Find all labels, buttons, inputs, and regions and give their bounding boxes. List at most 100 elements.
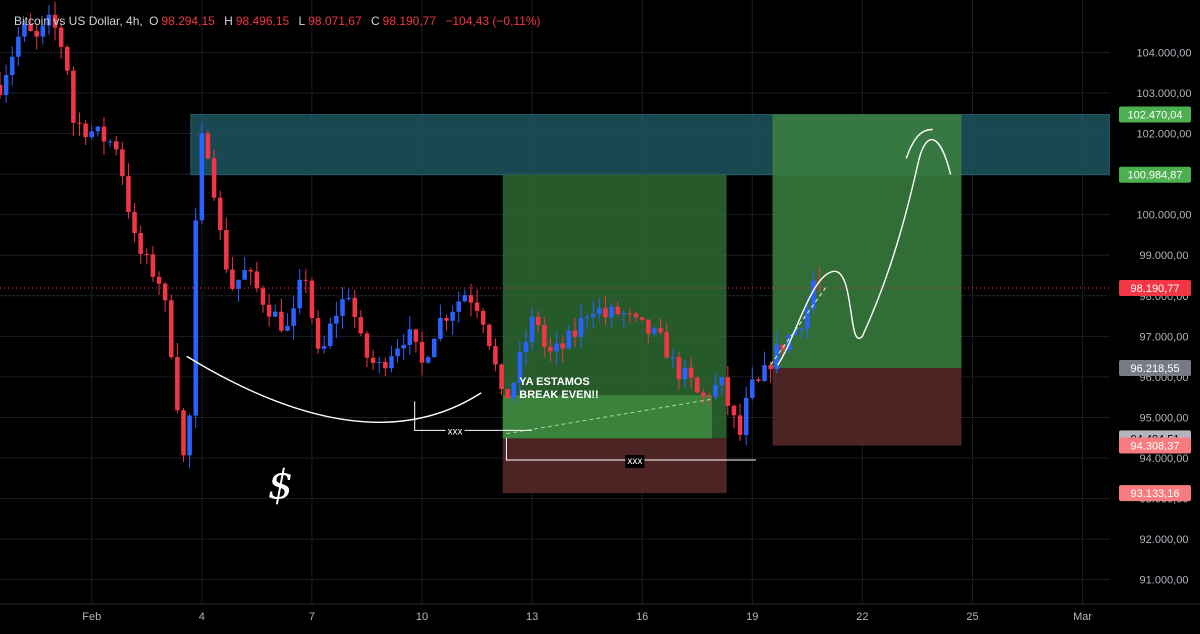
x-tick-label: 13 [526, 611, 538, 623]
time-axis: Feb 4 7 10 13 16 19 22 25 Mar [0, 603, 1200, 623]
x-tick-label: 19 [746, 611, 758, 623]
candle-body [811, 280, 816, 309]
candle-body [199, 133, 205, 221]
candle-body [688, 367, 694, 378]
symbol-title[interactable]: Bitcoin vs US Dollar, 4h, [14, 14, 143, 28]
candle-body [505, 388, 510, 399]
candle-body [144, 253, 150, 255]
candle-body [682, 367, 688, 380]
candle-body [254, 271, 260, 289]
candle-body [328, 323, 333, 347]
candle-body [40, 25, 46, 37]
candle-body [168, 300, 174, 358]
y-tick-label: 94.000,00 [1140, 453, 1189, 465]
candle-body [713, 385, 718, 397]
candle-body [670, 357, 676, 359]
candle-body [346, 297, 351, 300]
candle-body [578, 317, 584, 337]
x-tick-label: 25 [966, 611, 978, 623]
candle-body [401, 344, 406, 349]
candle-body [156, 276, 162, 284]
candle-body [566, 330, 572, 349]
candle-body [456, 301, 461, 312]
xxx-label-bg [625, 455, 645, 469]
price-tag-label: 94.308,37 [1131, 440, 1180, 452]
candle-body [138, 232, 143, 254]
candle-body [193, 220, 198, 416]
candle-body [419, 341, 425, 363]
candle-body [805, 308, 810, 329]
candle-body [548, 346, 553, 352]
candle-body [3, 74, 9, 96]
candle-body [425, 357, 431, 363]
candle-body [303, 279, 309, 281]
candle-body [126, 176, 131, 212]
y-tick-label: 91.000,00 [1140, 575, 1189, 587]
candle-body [211, 158, 217, 198]
candle-body [162, 283, 168, 301]
candle-body [444, 317, 449, 321]
open-value: 98.294,15 [161, 14, 215, 28]
x-tick-label: 10 [416, 611, 428, 623]
candle-body [65, 46, 70, 71]
candle-body [16, 36, 21, 57]
x-tick-label: 22 [856, 611, 868, 623]
candle-body [701, 392, 706, 397]
candle-body [52, 14, 58, 28]
candle-body [584, 316, 590, 318]
change-value: −104,43 (−0,11%) [445, 14, 541, 28]
low-label: L [298, 14, 306, 28]
candle-body [101, 126, 107, 142]
candle-body [535, 316, 541, 325]
candle-body [462, 295, 468, 302]
candle-body [627, 313, 633, 315]
y-tick-label: 102.000,00 [1136, 129, 1191, 141]
candle-body [652, 328, 657, 334]
candle-body [707, 396, 712, 398]
candle-body [309, 280, 315, 319]
candle-body [248, 270, 254, 272]
candle-body [572, 330, 578, 337]
open-label: O [149, 14, 159, 28]
candle-body [272, 311, 278, 317]
candle-body [523, 342, 529, 353]
y-tick-label: 99.000,00 [1140, 250, 1189, 262]
candle-body [120, 149, 125, 177]
price-tag-label: 96.218,55 [1131, 363, 1180, 375]
candle-body [615, 306, 620, 315]
candle-body [529, 316, 535, 343]
candle-body [511, 382, 517, 399]
price-tag-bg [1119, 280, 1191, 297]
candle-body [285, 325, 290, 331]
candle-body [83, 123, 88, 138]
x-tick-label: 16 [636, 611, 648, 623]
candle-body [9, 56, 15, 75]
high-label: H [224, 14, 233, 28]
close-value: 98.190,77 [382, 14, 437, 28]
candle-body [181, 410, 186, 456]
projection-tip [905, 128, 933, 159]
candle-body [694, 377, 700, 393]
x-tick-label: 7 [309, 611, 315, 623]
candle-body [175, 357, 180, 411]
candle-body [77, 122, 82, 124]
candle-body [517, 352, 523, 383]
candle-body [364, 333, 370, 358]
candle-body [266, 304, 272, 317]
candle-body [743, 397, 749, 436]
zone-long1-loss [502, 438, 727, 494]
candle-body [150, 254, 156, 277]
candle-body [664, 332, 669, 358]
x-tick-label: Feb [82, 611, 101, 623]
candle-body [731, 405, 737, 416]
candle-body [407, 329, 413, 345]
price-tag-label: 100.984,87 [1127, 170, 1182, 182]
candle-body [352, 297, 357, 318]
candle-body [725, 377, 731, 406]
candle-body [230, 269, 235, 289]
candle-body [542, 324, 547, 347]
candle-body [487, 324, 492, 347]
price-tag-bg [1119, 485, 1191, 502]
